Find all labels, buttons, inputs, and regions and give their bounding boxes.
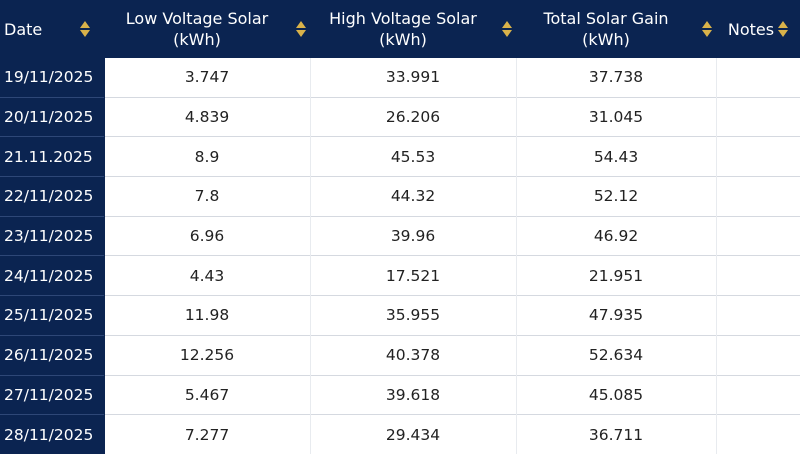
low-voltage-cell: 7.8 <box>104 176 311 217</box>
notes-cell <box>716 295 800 336</box>
high-voltage-cell: 29.434 <box>310 414 517 454</box>
low-voltage-cell: 12.256 <box>104 334 311 375</box>
date-cell: 25/11/2025 <box>0 295 105 336</box>
column-header-label: Notes <box>727 19 775 39</box>
total-gain-cell: 31.045 <box>516 96 717 137</box>
notes-cell <box>716 414 800 454</box>
date-cell: 19/11/2025 <box>0 58 105 98</box>
low-voltage-cell: 8.9 <box>104 136 311 177</box>
low-voltage-cell: 3.747 <box>104 58 311 98</box>
high-voltage-cell: 39.618 <box>310 374 517 415</box>
table-header: Date Low Voltage Solar (kWh) High Voltag… <box>0 0 800 58</box>
column-header-total-solar-gain[interactable]: Total Solar Gain (kWh) <box>516 0 717 58</box>
table-body: 19/11/2025 3.747 33.991 37.738 20/11/202… <box>0 58 800 454</box>
sort-arrows-icon[interactable] <box>501 21 512 37</box>
total-gain-cell: 47.935 <box>516 295 717 336</box>
date-cell: 28/11/2025 <box>0 414 105 454</box>
table-row: 25/11/2025 11.98 35.955 47.935 <box>0 295 800 336</box>
column-header-label: Total Solar Gain (kWh) <box>543 9 669 49</box>
date-cell: 22/11/2025 <box>0 176 105 217</box>
high-voltage-cell: 45.53 <box>310 136 517 177</box>
notes-cell <box>716 334 800 375</box>
sort-arrows-icon[interactable] <box>79 21 90 37</box>
table-row: 24/11/2025 4.43 17.521 21.951 <box>0 255 800 296</box>
high-voltage-cell: 35.955 <box>310 295 517 336</box>
column-header-notes[interactable]: Notes <box>716 0 800 58</box>
sort-arrows-icon[interactable] <box>778 21 789 37</box>
high-voltage-cell: 17.521 <box>310 255 517 296</box>
high-voltage-cell: 39.96 <box>310 215 517 256</box>
column-header-date[interactable]: Date <box>0 0 105 58</box>
date-cell: 21.11.2025 <box>0 136 105 177</box>
notes-cell <box>716 96 800 137</box>
low-voltage-cell: 6.96 <box>104 215 311 256</box>
table-row: 26/11/2025 12.256 40.378 52.634 <box>0 334 800 375</box>
total-gain-cell: 46.92 <box>516 215 717 256</box>
table-row: 20/11/2025 4.839 26.206 31.045 <box>0 96 800 137</box>
sort-arrows-icon[interactable] <box>701 21 712 37</box>
notes-cell <box>716 136 800 177</box>
date-cell: 20/11/2025 <box>0 96 105 137</box>
table-row: 21.11.2025 8.9 45.53 54.43 <box>0 136 800 177</box>
total-gain-cell: 45.085 <box>516 374 717 415</box>
sort-arrows-icon[interactable] <box>295 21 306 37</box>
notes-cell <box>716 58 800 98</box>
notes-cell <box>716 215 800 256</box>
total-gain-cell: 37.738 <box>516 58 717 98</box>
total-gain-cell: 54.43 <box>516 136 717 177</box>
low-voltage-cell: 7.277 <box>104 414 311 454</box>
table-row: 19/11/2025 3.747 33.991 37.738 <box>0 58 800 98</box>
total-gain-cell: 21.951 <box>516 255 717 296</box>
notes-cell <box>716 255 800 296</box>
column-header-label: High Voltage Solar (kWh) <box>329 9 477 49</box>
date-cell: 26/11/2025 <box>0 334 105 375</box>
date-cell: 24/11/2025 <box>0 255 105 296</box>
table-row: 27/11/2025 5.467 39.618 45.085 <box>0 374 800 415</box>
column-header-low-voltage-solar[interactable]: Low Voltage Solar (kWh) <box>104 0 311 58</box>
date-cell: 23/11/2025 <box>0 215 105 256</box>
low-voltage-cell: 5.467 <box>104 374 311 415</box>
notes-cell <box>716 374 800 415</box>
low-voltage-cell: 11.98 <box>104 295 311 336</box>
notes-cell <box>716 176 800 217</box>
date-cell: 27/11/2025 <box>0 374 105 415</box>
column-header-high-voltage-solar[interactable]: High Voltage Solar (kWh) <box>310 0 517 58</box>
header-row: Date Low Voltage Solar (kWh) High Voltag… <box>0 0 800 58</box>
table-row: 23/11/2025 6.96 39.96 46.92 <box>0 215 800 256</box>
column-header-label: Low Voltage Solar (kWh) <box>125 9 269 49</box>
high-voltage-cell: 44.32 <box>310 176 517 217</box>
table-row: 22/11/2025 7.8 44.32 52.12 <box>0 176 800 217</box>
table-row: 28/11/2025 7.277 29.434 36.711 <box>0 414 800 454</box>
column-header-label: Date <box>4 19 43 39</box>
total-gain-cell: 52.634 <box>516 334 717 375</box>
total-gain-cell: 36.711 <box>516 414 717 454</box>
high-voltage-cell: 40.378 <box>310 334 517 375</box>
low-voltage-cell: 4.43 <box>104 255 311 296</box>
low-voltage-cell: 4.839 <box>104 96 311 137</box>
total-gain-cell: 52.12 <box>516 176 717 217</box>
high-voltage-cell: 33.991 <box>310 58 517 98</box>
high-voltage-cell: 26.206 <box>310 96 517 137</box>
